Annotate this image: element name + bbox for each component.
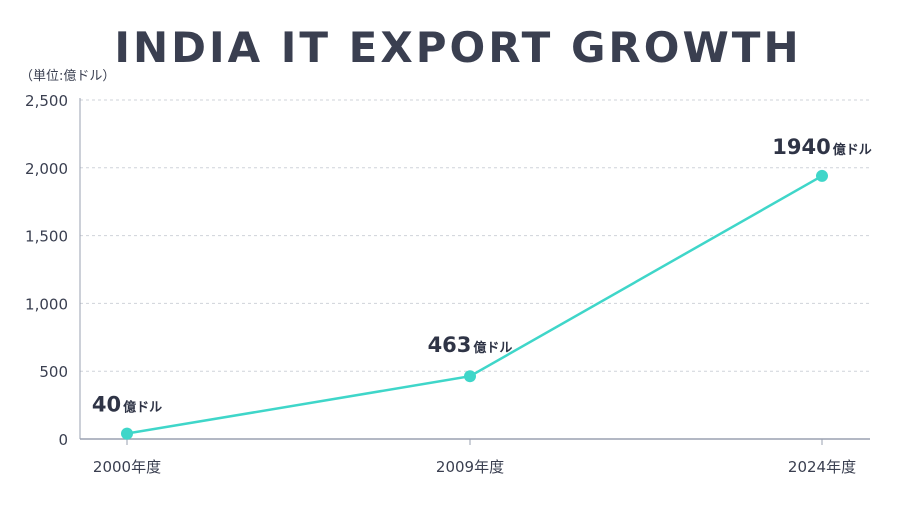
x-tick-label: 2024年度 [788, 458, 856, 476]
y-tick-label: 1,500 [25, 228, 68, 246]
series-line-group [121, 169, 828, 440]
data-label: 463 億ドル [428, 333, 513, 357]
data-label-number: 40 [92, 393, 121, 417]
data-label-unit: 億ドル [833, 142, 872, 158]
data-label-number: 1940 [772, 135, 830, 159]
y-tick-labels: 0 500 1,000 1,500 2,000 2,500 [25, 92, 68, 449]
y-tick-label: 500 [39, 363, 68, 381]
data-point [121, 427, 133, 440]
data-label: 40 億ドル [92, 393, 162, 417]
gridlines [80, 99, 870, 372]
data-label-number: 463 [428, 333, 472, 357]
axes [79, 98, 870, 445]
x-tick-label: 2009年度 [436, 458, 504, 476]
y-tick-label: 2,500 [25, 92, 68, 110]
data-label-unit: 億ドル [123, 400, 162, 416]
data-label: 1940 億ドル [772, 135, 871, 159]
data-label-unit: 億ドル [473, 340, 512, 356]
x-tick-labels: 2000年度 2009年度 2024年度 [93, 458, 856, 476]
series-line [126, 174, 823, 435]
y-tick-label: 0 [58, 431, 68, 449]
y-tick-label: 2,000 [25, 160, 68, 178]
unit-label: （単位:億ドル） [20, 68, 115, 84]
x-tick-label: 2000年度 [93, 458, 161, 476]
y-tick-label: 1,000 [25, 295, 68, 313]
data-point [464, 370, 476, 383]
data-point [816, 169, 828, 182]
chart-title: INDIA IT EXPORT GROWTH [114, 23, 801, 72]
